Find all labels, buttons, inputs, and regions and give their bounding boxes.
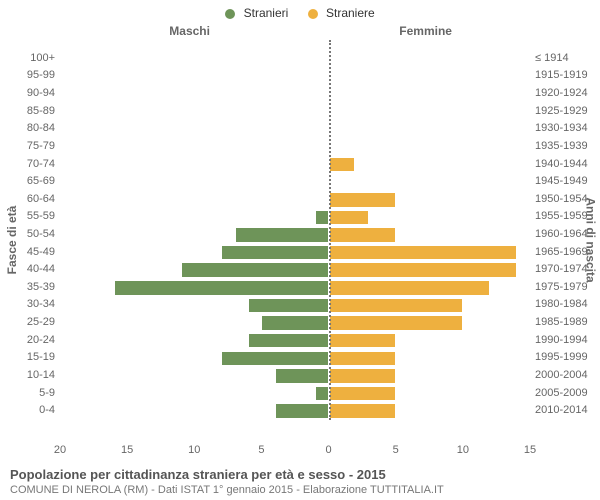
bars-layer — [60, 50, 530, 420]
y-tick-left: 100+ — [30, 52, 55, 64]
y-tick-left: 35-39 — [27, 281, 55, 293]
y-tick-left: 50-54 — [27, 228, 55, 240]
x-tick: 10 — [188, 444, 200, 456]
y-tick-left: 55-59 — [27, 210, 55, 222]
bar-female — [329, 227, 396, 243]
y-tick-left: 60-64 — [27, 193, 55, 205]
bar-male — [248, 333, 329, 349]
y-tick-right: 1915-1919 — [535, 69, 588, 81]
bar-female — [329, 210, 369, 226]
y-tick-left: 0-4 — [39, 404, 55, 416]
legend-item-male: Stranieri — [225, 6, 288, 20]
y-tick-right: 1965-1969 — [535, 246, 588, 258]
legend-label: Straniere — [326, 6, 375, 20]
bar-female — [329, 386, 396, 402]
bar-female — [329, 351, 396, 367]
y-tick-right: 1995-1999 — [535, 351, 588, 363]
y-tick-left: 5-9 — [39, 387, 55, 399]
bar-female — [329, 315, 463, 331]
y-tick-left: 15-19 — [27, 351, 55, 363]
x-tick: 5 — [258, 444, 264, 456]
y-tick-left: 80-84 — [27, 122, 55, 134]
bar-male — [221, 351, 328, 367]
x-tick: 10 — [457, 444, 469, 456]
x-tick: 0 — [326, 444, 332, 456]
bar-male — [261, 315, 328, 331]
bar-male — [235, 227, 329, 243]
y-tick-left: 45-49 — [27, 246, 55, 258]
bar-male — [248, 298, 329, 314]
center-divider — [329, 40, 331, 420]
y-tick-right: 2005-2009 — [535, 387, 588, 399]
bar-female — [329, 280, 490, 296]
y-tick-left: 10-14 — [27, 369, 55, 381]
bar-male — [275, 368, 329, 384]
x-tick: 15 — [524, 444, 536, 456]
bar-male — [275, 403, 329, 419]
y-tick-right: 1985-1989 — [535, 316, 588, 328]
y-tick-right: 1935-1939 — [535, 140, 588, 152]
circle-icon — [308, 9, 318, 19]
y-tick-left: 20-24 — [27, 334, 55, 346]
x-tick: 20 — [54, 444, 66, 456]
circle-icon — [225, 9, 235, 19]
y-tick-right: 1930-1934 — [535, 122, 588, 134]
x-tick: 5 — [393, 444, 399, 456]
column-header-female: Femmine — [399, 24, 452, 38]
bar-male — [315, 386, 328, 402]
y-tick-right: 1940-1944 — [535, 158, 588, 170]
y-tick-left: 90-94 — [27, 87, 55, 99]
y-tick-right: 1925-1929 — [535, 105, 588, 117]
y-tick-left: 25-29 — [27, 316, 55, 328]
bar-female — [329, 403, 396, 419]
bar-female — [329, 245, 517, 261]
bar-male — [114, 280, 329, 296]
y-tick-right: 1990-1994 — [535, 334, 588, 346]
x-tick: 15 — [121, 444, 133, 456]
y-tick-right: ≤ 1914 — [535, 52, 569, 64]
chart-container: Stranieri Straniere Maschi Femmine Fasce… — [0, 0, 600, 500]
y-tick-right: 1975-1979 — [535, 281, 588, 293]
y-axis-left-title: Fasce di età — [5, 206, 19, 275]
legend-item-female: Straniere — [308, 6, 375, 20]
y-tick-left: 40-44 — [27, 263, 55, 275]
caption-subtitle: COMUNE DI NEROLA (RM) - Dati ISTAT 1° ge… — [10, 484, 590, 496]
y-tick-right: 2010-2014 — [535, 404, 588, 416]
y-tick-right: 1920-1924 — [535, 87, 588, 99]
bar-female — [329, 157, 356, 173]
y-tick-left: 85-89 — [27, 105, 55, 117]
y-tick-right: 1960-1964 — [535, 228, 588, 240]
bar-male — [221, 245, 328, 261]
y-tick-right: 1945-1949 — [535, 175, 588, 187]
bar-female — [329, 192, 396, 208]
caption-title: Popolazione per cittadinanza straniera p… — [10, 467, 590, 482]
bar-male — [181, 262, 329, 278]
y-tick-left: 95-99 — [27, 69, 55, 81]
y-tick-left: 75-79 — [27, 140, 55, 152]
y-tick-right: 1970-1974 — [535, 263, 588, 275]
y-tick-right: 2000-2004 — [535, 369, 588, 381]
caption: Popolazione per cittadinanza straniera p… — [10, 467, 590, 496]
y-tick-right: 1950-1954 — [535, 193, 588, 205]
y-tick-right: 1980-1984 — [535, 298, 588, 310]
bar-female — [329, 262, 517, 278]
y-tick-right: 1955-1959 — [535, 210, 588, 222]
y-tick-left: 30-34 — [27, 298, 55, 310]
y-tick-left: 65-69 — [27, 175, 55, 187]
y-tick-left: 70-74 — [27, 158, 55, 170]
bar-female — [329, 368, 396, 384]
bar-female — [329, 333, 396, 349]
plot-area: Maschi Femmine Fasce di età Anni di nasc… — [60, 40, 530, 440]
bar-female — [329, 298, 463, 314]
bar-male — [315, 210, 328, 226]
legend-label: Stranieri — [244, 6, 289, 20]
legend: Stranieri Straniere — [0, 6, 600, 20]
column-header-male: Maschi — [169, 24, 210, 38]
